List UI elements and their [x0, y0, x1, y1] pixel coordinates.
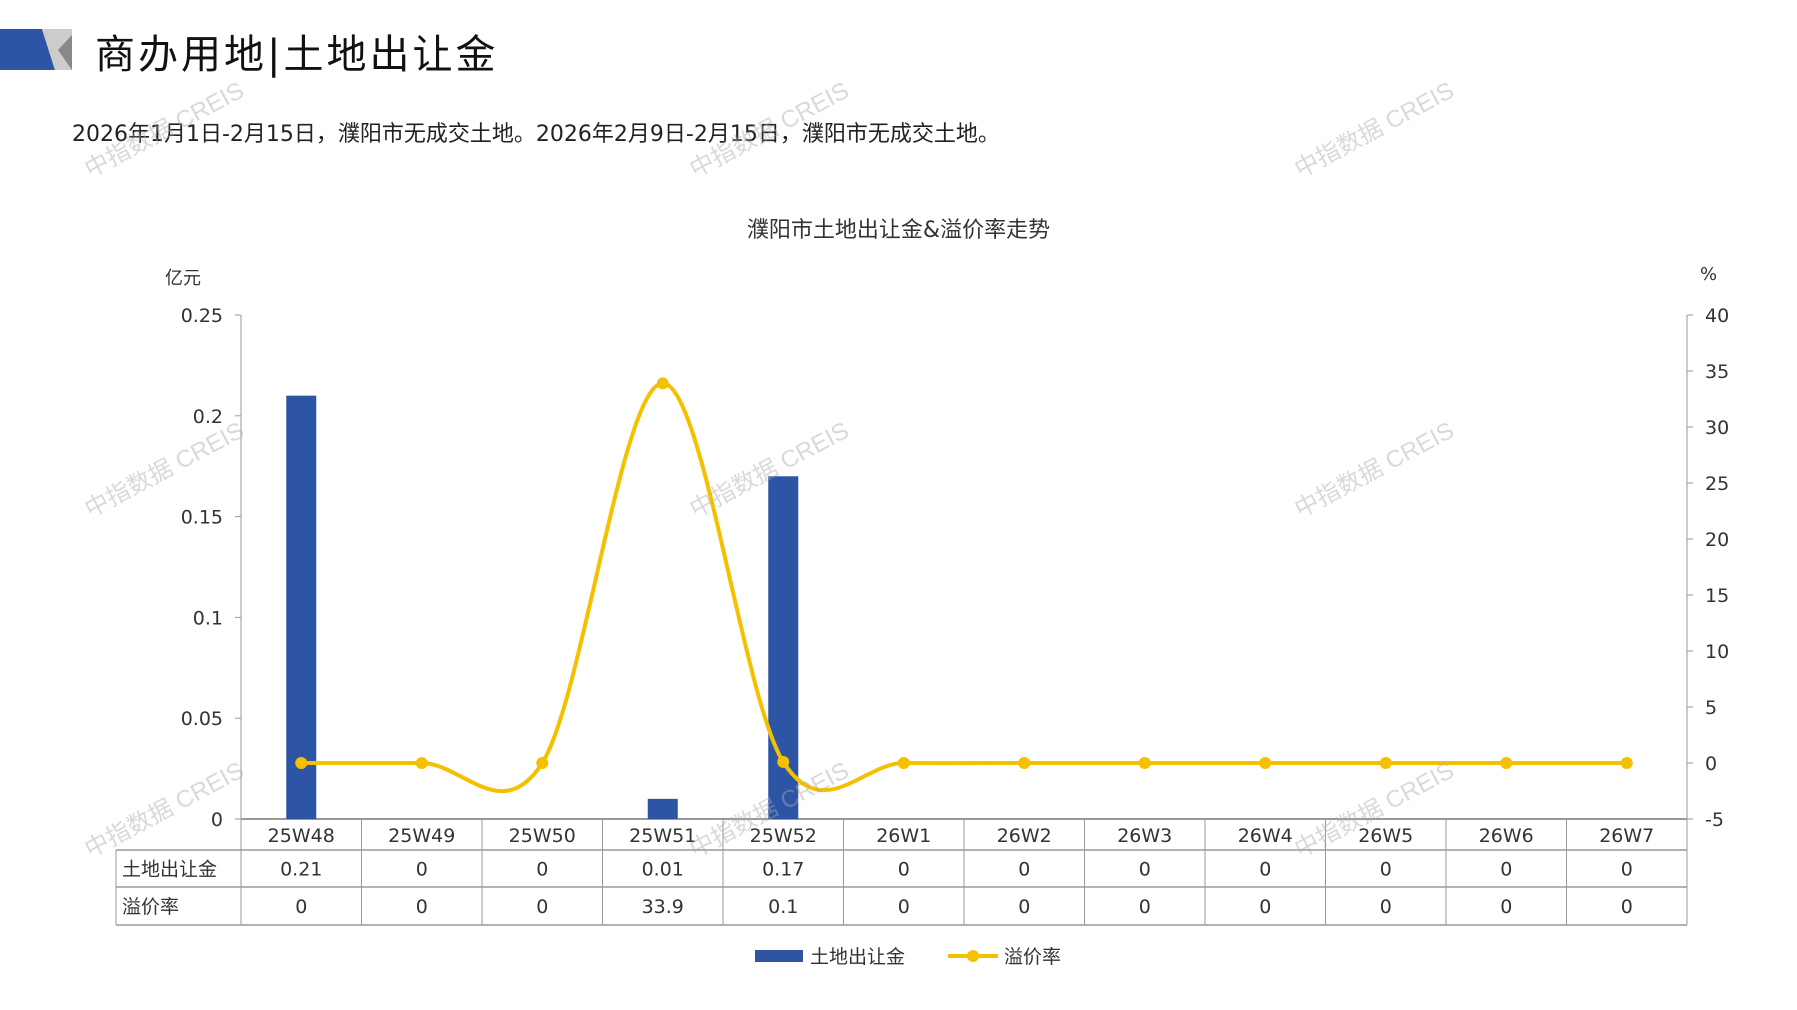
legend-label: 溢价率	[1004, 946, 1061, 968]
table-cell: 0	[416, 859, 428, 881]
category-label: 26W4	[1238, 825, 1293, 847]
category-label: 26W1	[876, 825, 931, 847]
table-cell: 0.21	[280, 859, 322, 881]
category-label: 25W50	[509, 825, 576, 847]
line-point	[1018, 757, 1031, 769]
table-cell: 0	[1500, 859, 1512, 881]
bar	[286, 395, 317, 819]
table-cell: 0.1	[768, 896, 798, 918]
line-point	[1500, 757, 1513, 769]
table-cell: 0	[1139, 896, 1151, 918]
line-point	[897, 757, 910, 769]
category-label: 26W3	[1117, 825, 1172, 847]
line-point	[777, 755, 790, 768]
category-label: 26W5	[1358, 825, 1413, 847]
left-tick-label: 0.05	[181, 708, 223, 730]
table-cell: 0	[1621, 896, 1633, 918]
right-tick-label: 25	[1705, 473, 1729, 495]
legend-marker	[967, 950, 979, 962]
category-label: 25W48	[268, 825, 335, 847]
table-cell: 0	[1018, 859, 1030, 881]
table-cell: 0	[898, 896, 910, 918]
legend-swatch-bar	[755, 950, 803, 962]
line-point	[1259, 757, 1272, 769]
category-label: 25W52	[750, 825, 817, 847]
category-label: 26W2	[997, 825, 1052, 847]
right-tick-label: -5	[1705, 809, 1724, 831]
category-label: 26W6	[1479, 825, 1534, 847]
line-point	[1379, 757, 1392, 769]
logo-blue	[0, 29, 55, 70]
category-label: 25W49	[388, 825, 455, 847]
table-cell: 0	[416, 896, 428, 918]
right-axis-unit: %	[1700, 264, 1718, 285]
right-tick-label: 10	[1705, 641, 1729, 663]
left-tick-label: 0	[211, 809, 223, 831]
bar	[647, 798, 678, 819]
chart-title: 濮阳市土地出让金&溢价率走势	[746, 218, 1051, 243]
table-cell: 0	[1621, 859, 1633, 881]
table-cell: 0	[536, 896, 548, 918]
page-title: 商办用地|土地出让金	[95, 32, 499, 78]
right-tick-label: 20	[1705, 529, 1729, 551]
right-tick-label: 40	[1705, 305, 1729, 327]
category-label: 25W51	[629, 825, 696, 847]
line-point	[536, 757, 549, 769]
left-tick-label: 0.1	[193, 607, 223, 629]
right-tick-label: 15	[1705, 585, 1729, 607]
table-cell: 0	[295, 896, 307, 918]
table-cell: 0	[1139, 859, 1151, 881]
legend-label: 土地出让金	[810, 946, 905, 968]
line-point	[1620, 757, 1633, 769]
logo-dark	[58, 35, 72, 70]
table-cell: 0	[1500, 896, 1512, 918]
left-tick-label: 0.15	[181, 507, 223, 529]
table-cell: 0	[1018, 896, 1030, 918]
line-point	[415, 757, 428, 769]
left-tick-label: 0.2	[193, 406, 223, 428]
table-cell: 33.9	[642, 896, 684, 918]
table-cell: 0	[536, 859, 548, 881]
table-cell: 0.17	[762, 859, 804, 881]
line-point	[295, 757, 308, 769]
right-tick-label: 35	[1705, 361, 1729, 383]
table-cell: 0	[1259, 859, 1271, 881]
category-label: 26W7	[1599, 825, 1654, 847]
right-tick-label: 0	[1705, 753, 1717, 775]
logo-gray	[42, 29, 72, 70]
table-cell: 0	[898, 859, 910, 881]
table-cell: 0	[1380, 896, 1392, 918]
table-cell: 0	[1259, 896, 1271, 918]
subtitle: 2026年1月1日-2月15日，濮阳市无成交土地。2026年2月9日-2月15日…	[72, 122, 1000, 147]
left-tick-label: 0.25	[181, 305, 223, 327]
right-tick-label: 5	[1705, 697, 1717, 719]
table-row-header: 土地出让金	[122, 859, 217, 881]
line-point	[1138, 757, 1151, 769]
table-cell: 0.01	[642, 859, 684, 881]
line-point	[656, 377, 669, 390]
table-cell: 0	[1380, 859, 1392, 881]
right-tick-label: 30	[1705, 417, 1729, 439]
table-row-header: 溢价率	[122, 896, 179, 918]
left-axis-unit: 亿元	[165, 268, 201, 289]
